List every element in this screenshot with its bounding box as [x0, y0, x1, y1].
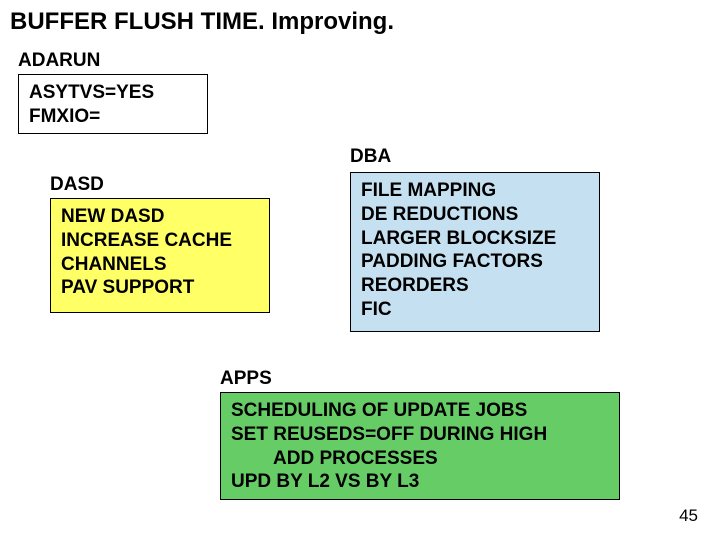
dba-line: FIC [361, 298, 589, 322]
apps-line: UPD BY L2 VS BY L3 [231, 470, 609, 494]
label-adarun: ADARUN [18, 50, 100, 72]
label-dba: DBA [350, 146, 391, 168]
adarun-line: ASYTVS=YES [29, 81, 197, 105]
box-apps: SCHEDULING OF UPDATE JOBS SET REUSEDS=OF… [220, 392, 620, 500]
dba-line: PADDING FACTORS [361, 250, 589, 274]
slide-title: BUFFER FLUSH TIME. Improving. [10, 8, 394, 36]
label-dasd: DASD [50, 174, 104, 196]
dasd-line: NEW DASD [61, 205, 259, 229]
box-dasd: NEW DASD INCREASE CACHE CHANNELS PAV SUP… [50, 198, 270, 313]
dba-line: LARGER BLOCKSIZE [361, 227, 589, 251]
dba-line: DE REDUCTIONS [361, 203, 589, 227]
dba-line: FILE MAPPING [361, 179, 589, 203]
box-dba: FILE MAPPING DE REDUCTIONS LARGER BLOCKS… [350, 172, 600, 332]
label-apps: APPS [220, 368, 272, 390]
dasd-line: CHANNELS [61, 253, 259, 277]
apps-line: ADD PROCESSES [231, 447, 609, 471]
box-adarun: ASYTVS=YES FMXIO= [18, 74, 208, 134]
page-number: 45 [679, 506, 698, 526]
adarun-line: FMXIO= [29, 105, 197, 129]
dasd-line: INCREASE CACHE [61, 229, 259, 253]
dasd-line: PAV SUPPORT [61, 276, 259, 300]
apps-line: SCHEDULING OF UPDATE JOBS [231, 399, 609, 423]
apps-line: SET REUSEDS=OFF DURING HIGH [231, 423, 609, 447]
dba-line: REORDERS [361, 274, 589, 298]
